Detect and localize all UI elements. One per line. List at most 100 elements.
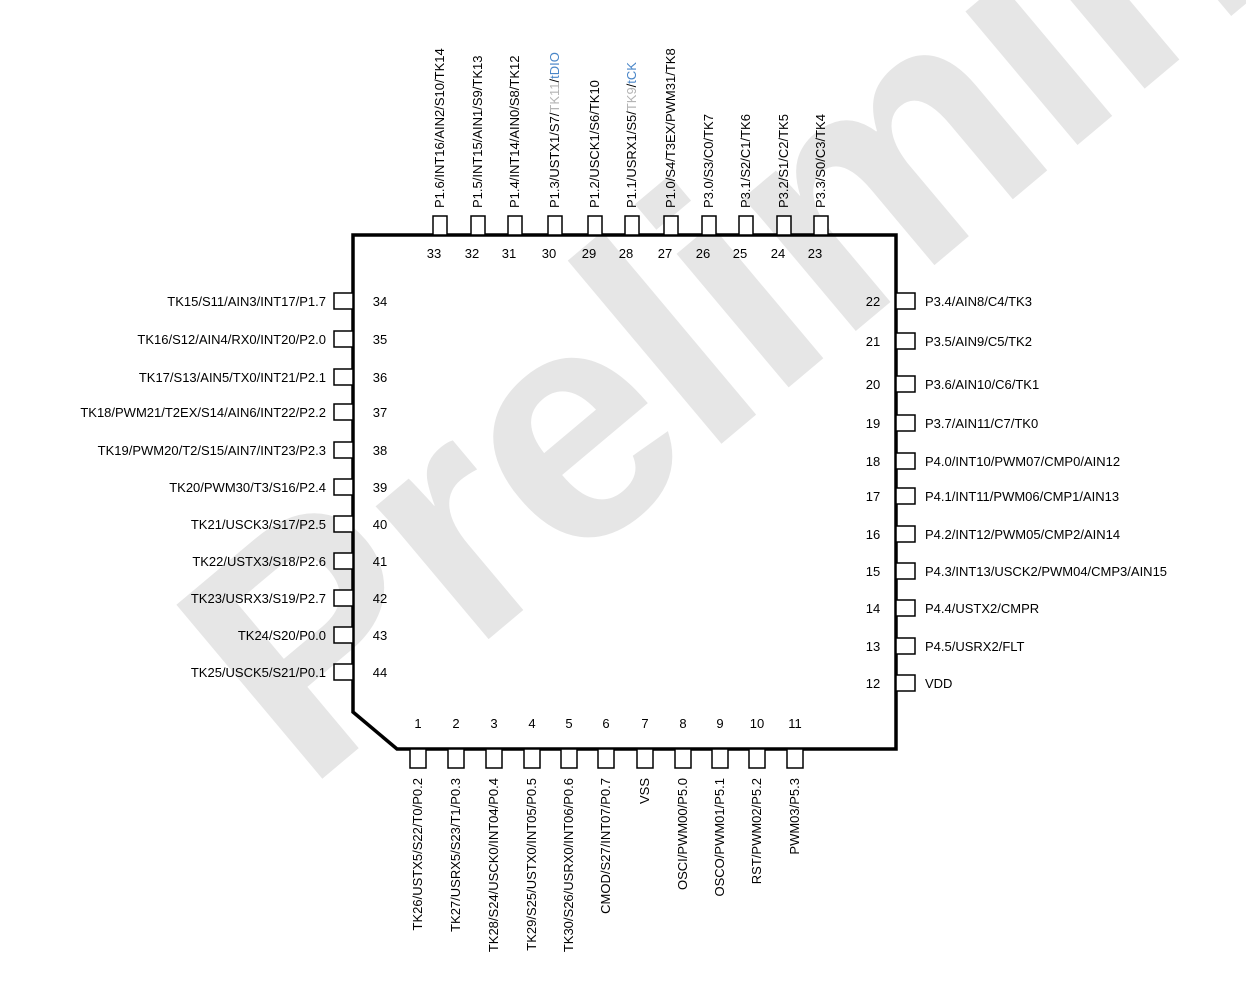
pin-14-label: P4.4/USTX2/CMPR	[925, 601, 1039, 616]
pin-32-label-segment: P1.5/INT15/AIN1/S9/TK13	[470, 56, 485, 208]
pin-35-pad	[333, 330, 354, 348]
pin-23-label-segment: P3.3/S0/C3/TK4	[813, 114, 828, 208]
pin-9-number: 9	[716, 716, 723, 731]
pin-19-pad	[895, 414, 916, 432]
pin-42-pad	[333, 589, 354, 607]
pin-26-label: P3.0/S3/C0/TK7	[701, 114, 716, 208]
pin-16-number: 16	[866, 527, 880, 542]
pin-15-pad	[895, 562, 916, 580]
pin-5-pad	[560, 748, 578, 769]
pin-29-label: P1.2/USCK1/S6/TK10	[587, 80, 602, 208]
pin-44-label: TK25/USCK5/S21/P0.1	[191, 665, 326, 680]
pin-14-pad	[895, 599, 916, 617]
pin-24-pad	[776, 215, 792, 236]
pin-19-number: 19	[866, 416, 880, 431]
pin-8-label: OSCI/PWM00/P5.0	[675, 778, 690, 890]
pin-10-pad	[748, 748, 766, 769]
pin-21-label: P3.5/AIN9/C5/TK2	[925, 334, 1032, 349]
pin-29-pad	[587, 215, 603, 236]
pin-40-pad	[333, 515, 354, 533]
pin-6-number: 6	[602, 716, 609, 731]
pin-7-pad	[636, 748, 654, 769]
pin-16-pad	[895, 525, 916, 543]
pin-35-label: TK16/S12/AIN4/RX0/INT20/P2.0	[137, 332, 326, 347]
pin-30-label-segment: tDIO	[547, 52, 562, 79]
pin-18-number: 18	[866, 454, 880, 469]
pin-34-number: 34	[373, 294, 387, 309]
pin-2-number: 2	[452, 716, 459, 731]
bottom-pins: 1 TK26/USTX5/S22/T0/P0.2 2 TK27/USRX5/S23/T…	[409, 716, 804, 952]
pin-5-number: 5	[565, 716, 572, 731]
pin-22-pad	[895, 292, 916, 310]
top-pins: 33 P1.6/INT16/AIN2/S10/TK14 32 P1.5/INT15/A…	[427, 48, 829, 261]
pin-13-number: 13	[866, 639, 880, 654]
pin-39-pad	[333, 478, 354, 496]
pin-8-pad	[674, 748, 692, 769]
pin-28-label-segment: TK9	[624, 87, 639, 111]
pin-41-number: 41	[373, 554, 387, 569]
pin-19-label: P3.7/AIN11/C7/TK0	[925, 416, 1038, 431]
pin-33-label: P1.6/INT16/AIN2/S10/TK14	[432, 48, 447, 208]
pin-12-label: VDD	[925, 676, 952, 691]
pin-36-pad	[333, 368, 354, 386]
pin-27-number: 27	[658, 246, 672, 261]
pin-30-pad	[547, 215, 563, 236]
pin-40-number: 40	[373, 517, 387, 532]
pin-15-label: P4.3/INT13/USCK2/PWM04/CMP3/AIN15	[925, 564, 1167, 579]
pin-30-number: 30	[542, 246, 556, 261]
pin-43-number: 43	[373, 628, 387, 643]
pin-33-number: 33	[427, 246, 441, 261]
pin-22-number: 22	[866, 294, 880, 309]
pin-18-label: P4.0/INT10/PWM07/CMP0/AIN12	[925, 454, 1120, 469]
pin-3-number: 3	[490, 716, 497, 731]
right-pins: P3.4/AIN8/C4/TK3 22 P3.5/AIN9/C5/TK2 21 P3.6…	[866, 292, 1167, 692]
pin-38-number: 38	[373, 443, 387, 458]
pin-33-label-segment: P1.6/INT16/AIN2/S10/TK14	[432, 48, 447, 208]
left-pins: TK15/S11/AIN3/INT17/P1.7 34 TK16/S12/AIN4/…	[80, 292, 387, 681]
pin-24-label: P3.2/S1/C2/TK5	[776, 114, 791, 208]
pin-2-label: TK27/USRX5/S23/T1/P0.3	[448, 778, 463, 932]
pin-33-pad	[432, 215, 448, 236]
pin-34-pad	[333, 292, 354, 310]
pin-7-label: VSS	[637, 778, 652, 804]
pin-1-number: 1	[414, 716, 421, 731]
pin-23-pad	[813, 215, 829, 236]
pin-23-label: P3.3/S0/C3/TK4	[813, 114, 828, 208]
pin-41-pad	[333, 552, 354, 570]
pin-37-number: 37	[373, 405, 387, 420]
pin-32-number: 32	[465, 246, 479, 261]
pin-39-number: 39	[373, 480, 387, 495]
pin-13-label: P4.5/USRX2/FLT	[925, 639, 1025, 654]
pin-26-number: 26	[696, 246, 710, 261]
pin-4-number: 4	[528, 716, 535, 731]
pin-1-label: TK26/USTX5/S22/T0/P0.2	[410, 778, 425, 930]
pin-2-pad	[447, 748, 465, 769]
pin-5-label: TK30/S26/USRX0/INT06/P0.6	[561, 778, 576, 952]
pin-25-label-segment: P3.1/S2/C1/TK6	[738, 114, 753, 208]
pin-39-label: TK20/PWM30/T3/S16/P2.4	[169, 480, 326, 495]
pin-31-number: 31	[502, 246, 516, 261]
pin-17-pad	[895, 487, 916, 505]
pin-3-label: TK28/S24/USCK0/INT04/P0.4	[486, 778, 501, 952]
pin-24-number: 24	[771, 246, 785, 261]
pin-17-label: P4.1/INT11/PWM06/CMP1/AIN13	[925, 489, 1119, 504]
pin-34-label: TK15/S11/AIN3/INT17/P1.7	[167, 294, 326, 309]
pin-41-label: TK22/USTX3/S18/P2.6	[192, 554, 326, 569]
pin-8-number: 8	[679, 716, 686, 731]
pin-27-label: P1.0/S4/T3EX/PWM31/TK8	[663, 48, 678, 208]
pin-37-label: TK18/PWM21/T2EX/S14/AIN6/INT22/P2.2	[80, 405, 326, 420]
pin-10-label: RST/PWM02/P5.2	[749, 778, 764, 884]
pin-28-label: P1.1/USRX1/S5/TK9/tCK	[624, 62, 639, 208]
pin-11-label: PWM03/P5.3	[787, 778, 802, 855]
pin-27-pad	[663, 215, 679, 236]
pin-1-pad	[409, 748, 427, 769]
pin-18-pad	[895, 452, 916, 470]
pin-40-label: TK21/USCK3/S17/P2.5	[191, 517, 326, 532]
pin-17-number: 17	[866, 489, 880, 504]
pin-12-pad	[895, 674, 916, 692]
pin-6-label: CMOD/S27/INT07/P0.7	[598, 778, 613, 914]
pin-10-number: 10	[750, 716, 764, 731]
pin-44-number: 44	[373, 665, 387, 680]
pin-24-label-segment: P3.2/S1/C2/TK5	[776, 114, 791, 208]
